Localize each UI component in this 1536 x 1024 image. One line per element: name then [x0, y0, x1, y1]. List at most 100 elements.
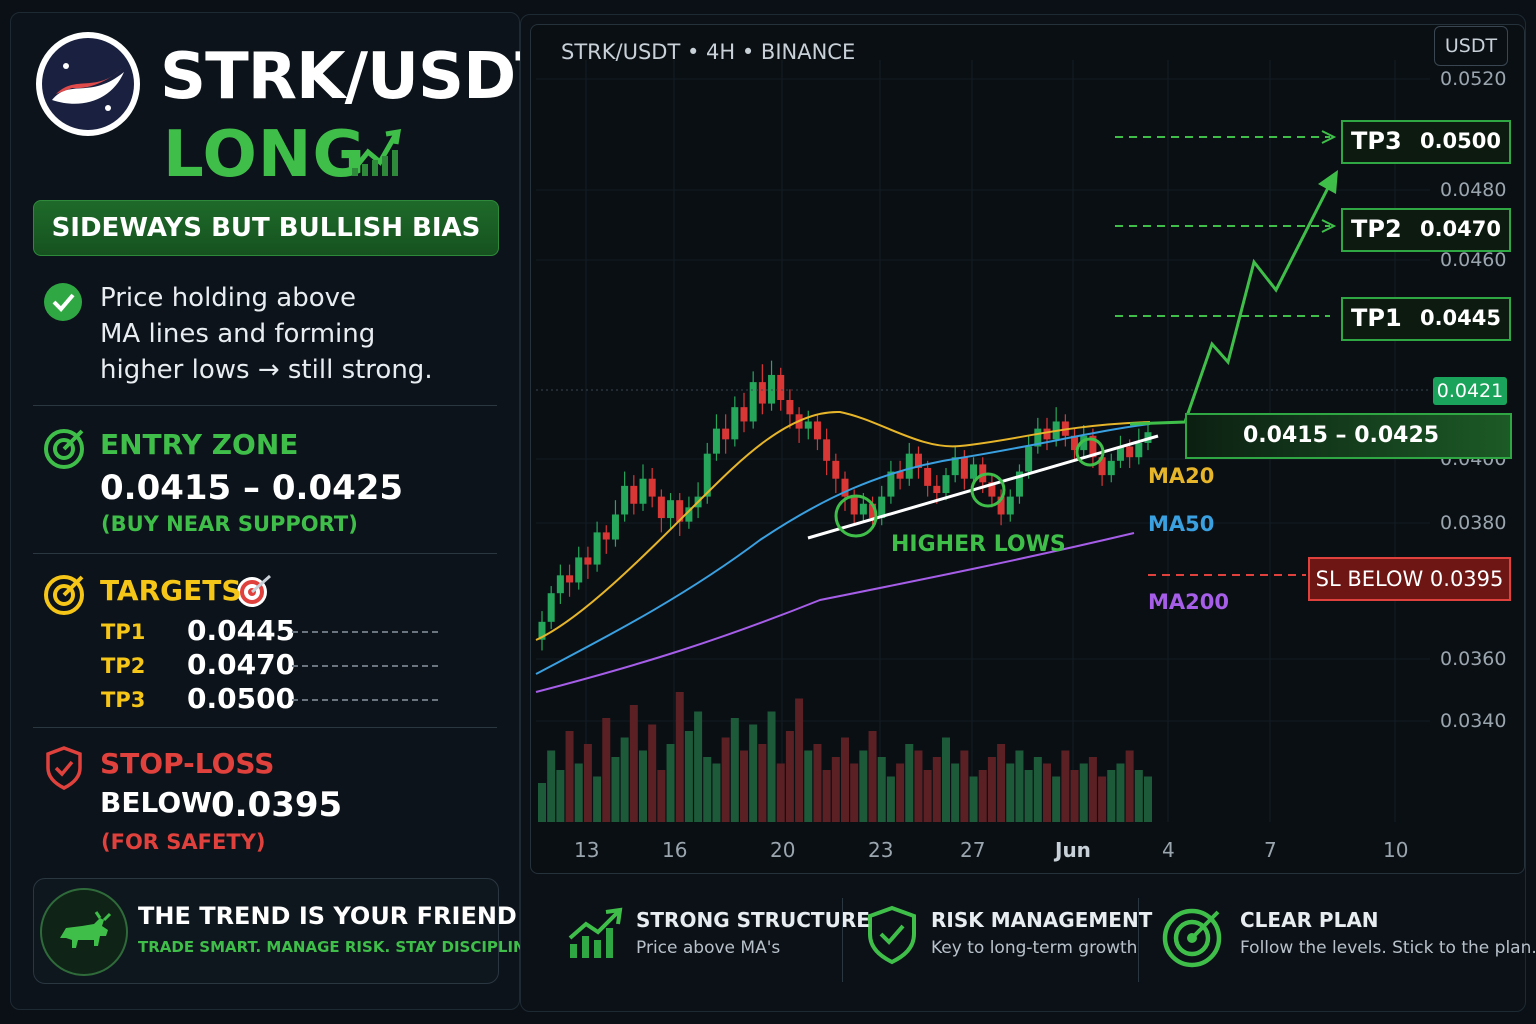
volume-bar	[905, 744, 914, 822]
stop-loss-prefix: BELOW	[100, 786, 212, 819]
candle	[722, 428, 730, 440]
volume-bar	[694, 711, 703, 822]
volume-bar	[712, 763, 721, 822]
volume-bar	[978, 770, 987, 822]
volume-bar	[1079, 763, 1088, 822]
tp3-level-box: TP3 0.0500	[1341, 120, 1511, 164]
y-tick-label: 0.0460	[1440, 249, 1507, 271]
tp2-level-box: TP2 0.0470	[1341, 208, 1511, 252]
volume-bar	[997, 744, 1006, 822]
chart-header: STRK/USDT • 4H • BINANCE	[561, 40, 856, 64]
candle	[1116, 446, 1124, 461]
candle	[602, 532, 610, 540]
entry-title: ENTRY ZONE	[100, 428, 299, 461]
volume-bar	[574, 763, 583, 822]
volume-bar	[703, 757, 712, 822]
candle	[547, 593, 555, 622]
candle	[988, 482, 996, 497]
bias-badge: SIDEWAYS BUT BULLISH BIAS	[33, 200, 499, 256]
candle	[914, 453, 922, 468]
candle	[676, 500, 684, 522]
tp2-value: 0.0470	[187, 648, 296, 681]
y-tick-label: 0.0340	[1440, 710, 1507, 732]
volume-bar	[822, 770, 831, 822]
candle	[1043, 428, 1051, 440]
volume-bar	[841, 737, 849, 822]
volume-bar	[785, 731, 794, 822]
quote-currency-button[interactable]: USDT	[1434, 26, 1508, 66]
divider	[842, 898, 843, 982]
candle	[648, 478, 656, 497]
higher-low-marker	[1075, 437, 1105, 467]
candle	[777, 374, 785, 400]
volume-bar	[1024, 770, 1033, 822]
volume-bar	[923, 770, 932, 822]
y-tick-label: 0.0380	[1440, 512, 1507, 534]
volume-bar	[960, 750, 969, 822]
tp2-label: TP2	[101, 654, 146, 678]
projection-arrow	[1129, 175, 1336, 426]
tp1-dash	[292, 631, 438, 633]
stop-loss-note: (FOR SAFETY)	[101, 830, 266, 854]
volume-bar	[1107, 770, 1116, 822]
candle	[896, 471, 904, 479]
volume-bar	[1125, 750, 1134, 822]
check-icon	[44, 283, 82, 321]
volume-bar	[932, 757, 941, 822]
volume-bar	[813, 744, 822, 822]
volume-bar	[749, 724, 758, 822]
strk-logo	[36, 32, 140, 136]
candle	[740, 407, 748, 422]
candle	[1015, 471, 1023, 497]
analysis-description: Price holding above MA lines and forming…	[100, 283, 433, 385]
footer-risk-title: RISK MANAGEMENT	[931, 908, 1153, 932]
candle	[960, 457, 968, 479]
candle	[768, 374, 776, 404]
ma20-line	[535, 410, 1151, 641]
candle	[1126, 446, 1134, 458]
candle	[584, 557, 592, 565]
candle	[1080, 435, 1088, 451]
footer-structure-subtitle: Price above MA's	[636, 938, 781, 958]
candle	[1025, 446, 1033, 472]
candle	[1034, 428, 1042, 447]
candle	[621, 485, 629, 515]
volume-bar	[1061, 750, 1070, 822]
volume-bar	[850, 763, 859, 822]
x-tick-label: 13	[574, 838, 600, 862]
pair-title: STRK/USDT	[160, 40, 559, 114]
volume-bar	[1116, 763, 1125, 822]
higher-lows-trendline	[807, 434, 1159, 540]
volume-bar	[951, 763, 960, 822]
volume-bar	[666, 744, 675, 822]
volume-bar	[987, 757, 996, 822]
volume-bar	[740, 750, 748, 822]
candle	[804, 421, 812, 429]
candle	[1098, 457, 1106, 476]
candle	[556, 575, 564, 594]
volume-bar	[859, 750, 868, 822]
volume-bar	[1134, 770, 1143, 822]
x-tick-label: 7	[1264, 838, 1277, 862]
candle	[685, 507, 693, 522]
direction-title: LONG	[163, 118, 366, 192]
tp3-dash	[292, 699, 438, 701]
candle	[630, 485, 638, 504]
footer-structure-title: STRONG STRUCTURE	[636, 908, 870, 932]
x-tick-label: Jun	[1055, 838, 1091, 862]
entry-range: 0.0415 – 0.0425	[100, 468, 404, 508]
stop-loss-value: 0.0395	[211, 785, 343, 825]
candle	[1071, 435, 1079, 451]
bull-icon	[40, 888, 128, 976]
candle	[731, 407, 739, 440]
candle	[905, 453, 913, 479]
volume-bar	[721, 737, 730, 822]
candle	[639, 478, 647, 504]
candle	[538, 621, 546, 640]
candle	[997, 496, 1005, 515]
volume-bar	[556, 770, 565, 822]
tp1-value: 0.0445	[187, 614, 296, 647]
volume-bar	[657, 770, 666, 822]
higher-low-marker	[834, 494, 878, 538]
volume-bar	[1043, 763, 1051, 822]
